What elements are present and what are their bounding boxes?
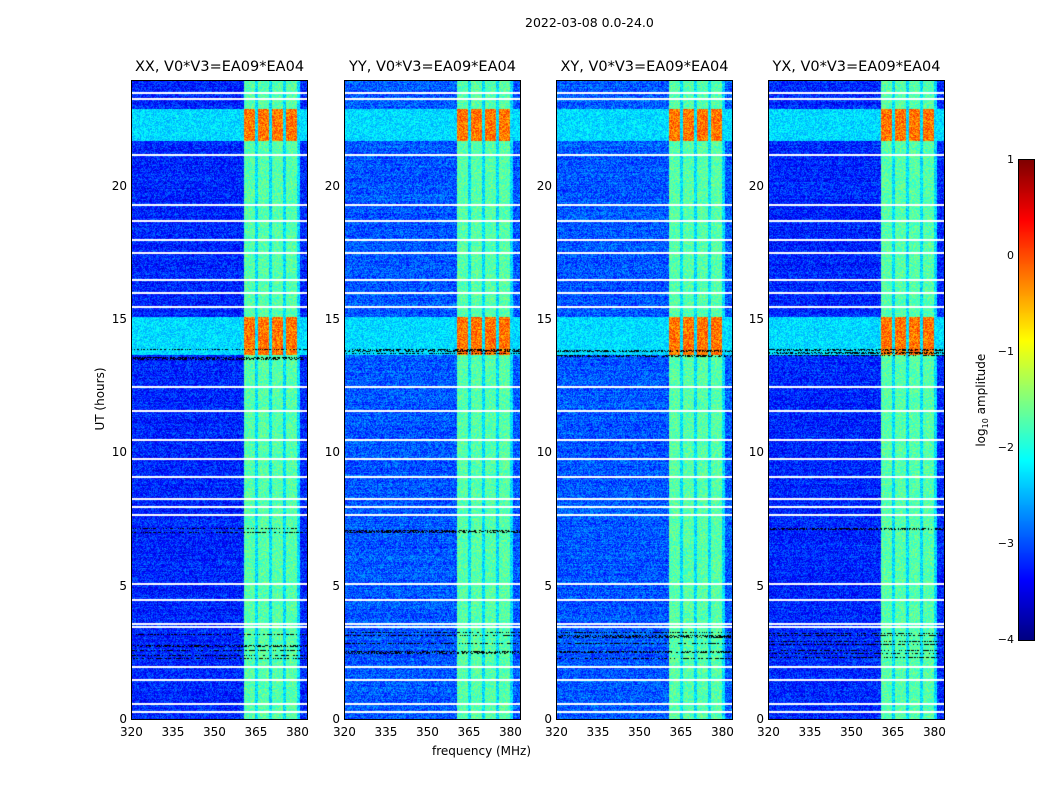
x-tick-label: 380 xyxy=(710,725,734,739)
x-tick-label: 320 xyxy=(333,725,356,739)
x-tick-label: 320 xyxy=(120,725,143,739)
y-tick-label: 5 xyxy=(544,578,552,593)
panel-frame xyxy=(131,80,308,720)
y-axis-label: UT (hours) xyxy=(93,367,107,431)
y-tick-label: 5 xyxy=(756,578,764,593)
y-tick-label: 10 xyxy=(748,445,764,460)
colorbar-tick-label: −3 xyxy=(997,537,1014,550)
figure-title: 2022-03-08 0.0-24.0 xyxy=(525,15,654,30)
x-tick-label: 350 xyxy=(839,725,863,739)
colorbar-label: log10 amplitude xyxy=(973,353,991,447)
y-tick-label: 20 xyxy=(324,178,340,193)
y-tick-label: 10 xyxy=(111,445,127,460)
y-tick-label: 20 xyxy=(748,178,764,193)
heatmap-panel xyxy=(131,80,308,720)
x-tick-label: 350 xyxy=(415,725,439,739)
x-tick-label: 380 xyxy=(498,725,522,739)
panel-frame xyxy=(768,80,945,720)
colorbar-tick-label: 1 xyxy=(1007,153,1014,166)
y-tick-label: 10 xyxy=(536,445,552,460)
x-tick-label: 335 xyxy=(374,725,398,739)
y-tick-label: 0 xyxy=(544,712,552,726)
x-tick-label: 320 xyxy=(757,725,780,739)
panel-title: YX, V0*V3=EA09*EA04 xyxy=(772,59,941,75)
x-tick-label: 365 xyxy=(669,725,693,739)
x-tick-label: 365 xyxy=(244,725,268,739)
colorbar-frame xyxy=(1018,159,1035,641)
y-tick-label: 5 xyxy=(119,578,127,593)
x-tick-label: 380 xyxy=(285,725,309,739)
x-tick-label: 350 xyxy=(202,725,226,739)
x-tick-label: 365 xyxy=(457,725,481,739)
colorbar-tick-label: −2 xyxy=(997,441,1014,454)
x-tick-label: 335 xyxy=(798,725,822,739)
panel-title: YY, V0*V3=EA09*EA04 xyxy=(349,59,516,75)
y-tick-label: 5 xyxy=(332,578,340,593)
y-tick-label: 20 xyxy=(111,178,127,193)
x-tick-label: 365 xyxy=(881,725,905,739)
colorbar-tick-label: −1 xyxy=(997,345,1014,358)
colorbar-tick-label: −4 xyxy=(997,633,1014,646)
x-tick-label: 335 xyxy=(161,725,185,739)
y-tick-label: 0 xyxy=(332,712,340,726)
x-tick-label: 380 xyxy=(922,725,946,739)
panel-frame xyxy=(556,80,733,720)
panel-title: XY, V0*V3=EA09*EA04 xyxy=(560,59,729,75)
panel-frame xyxy=(344,80,521,720)
heatmap-panel xyxy=(768,80,945,720)
x-axis-label: frequency (MHz) xyxy=(432,744,532,758)
colorbar-tick-label: 0 xyxy=(1007,249,1014,262)
panel-title: XX, V0*V3=EA09*EA04 xyxy=(134,59,305,75)
y-tick-label: 15 xyxy=(324,312,340,326)
x-tick-label: 320 xyxy=(545,725,568,739)
y-tick-label: 20 xyxy=(536,178,552,193)
y-tick-label: 0 xyxy=(756,712,764,726)
y-tick-label: 0 xyxy=(119,712,127,726)
heatmap-panel xyxy=(344,80,521,720)
x-tick-label: 335 xyxy=(586,725,610,739)
colorbar xyxy=(1019,160,1034,640)
y-tick-label: 15 xyxy=(536,312,552,326)
y-tick-label: 10 xyxy=(324,445,340,460)
x-tick-label: 350 xyxy=(627,725,651,739)
y-tick-label: 15 xyxy=(111,312,127,326)
y-tick-label: 15 xyxy=(748,312,764,326)
heatmap-panel xyxy=(556,80,733,720)
